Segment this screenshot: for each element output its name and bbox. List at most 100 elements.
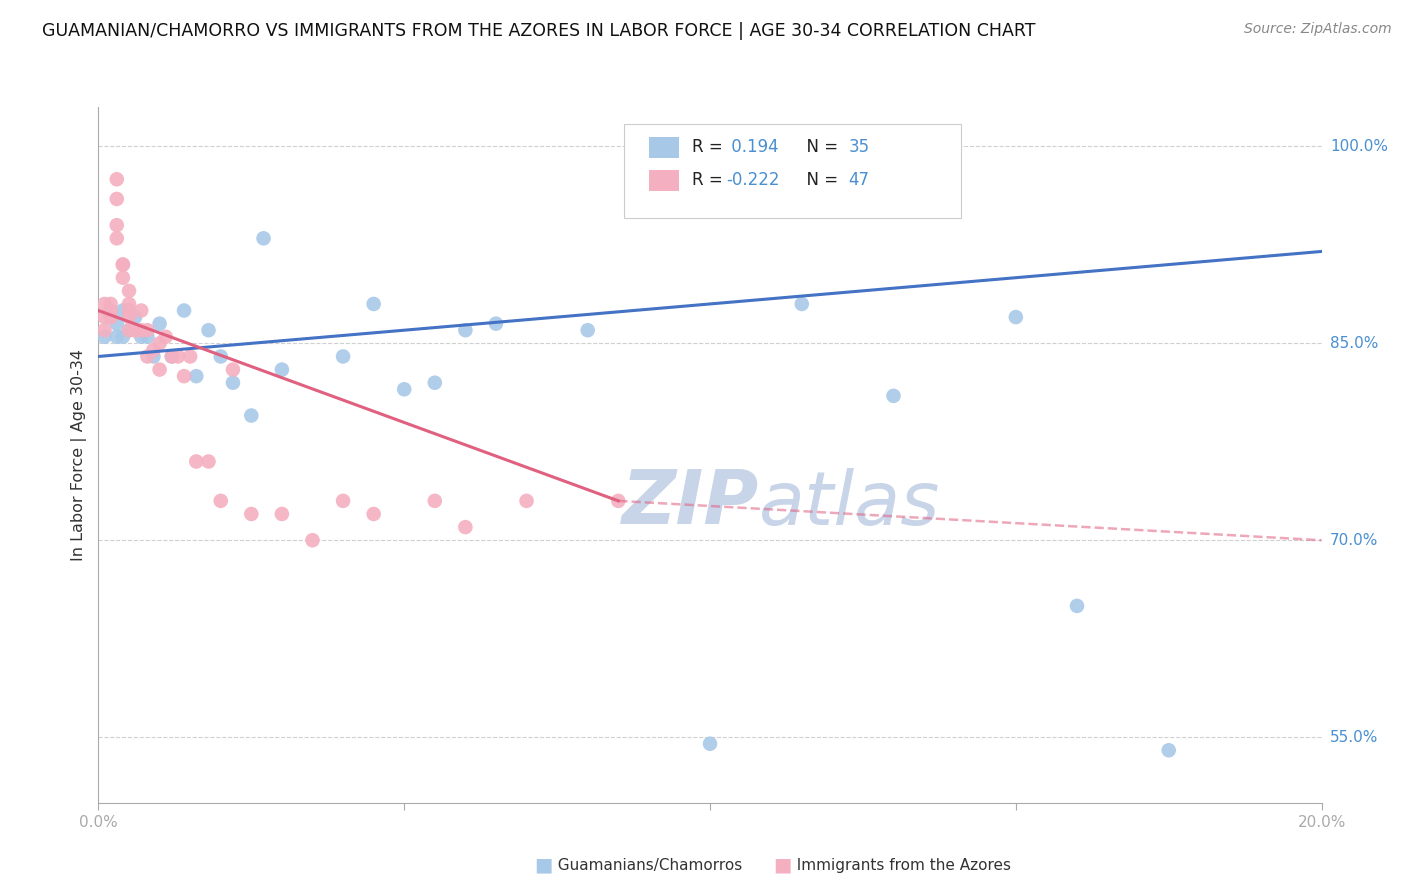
Point [111, 258, 134, 272]
Point [118, 303, 141, 318]
Point [1157, 743, 1180, 757]
Point [111, 270, 134, 285]
Point [136, 323, 159, 337]
Point [160, 350, 183, 364]
Point [1004, 310, 1026, 324]
Text: 0.194: 0.194 [725, 138, 779, 156]
Point [105, 218, 128, 232]
Point [883, 389, 905, 403]
Point [392, 382, 416, 396]
Point [100, 303, 122, 318]
Point [118, 284, 141, 298]
Point [111, 258, 134, 272]
Point [142, 350, 165, 364]
FancyBboxPatch shape [624, 124, 960, 219]
Point [105, 192, 128, 206]
Text: N =: N = [796, 138, 844, 156]
Point [100, 310, 122, 324]
Point [105, 172, 128, 186]
Point [485, 317, 508, 331]
Point [124, 310, 146, 324]
Point [332, 494, 354, 508]
Point [118, 310, 141, 324]
Point [149, 362, 172, 376]
Point [240, 409, 263, 423]
Text: 70.0%: 70.0% [1330, 533, 1378, 548]
Text: 55.0%: 55.0% [1330, 730, 1378, 745]
Point [136, 330, 159, 344]
Point [240, 507, 263, 521]
Point [136, 350, 159, 364]
Point [118, 323, 141, 337]
Point [699, 737, 721, 751]
Text: 35: 35 [848, 138, 869, 156]
Point [105, 231, 128, 245]
Point [160, 350, 183, 364]
Point [100, 310, 122, 324]
Text: -0.222: -0.222 [725, 171, 779, 189]
Point [332, 350, 354, 364]
Text: Immigrants from the Azores: Immigrants from the Azores [787, 858, 1011, 872]
Point [516, 494, 538, 508]
Point [173, 369, 195, 384]
Point [1066, 599, 1088, 613]
Point [607, 494, 630, 508]
Point [142, 343, 165, 357]
Point [270, 507, 292, 521]
Point [173, 303, 195, 318]
Point [93, 310, 115, 324]
Text: R =: R = [692, 138, 728, 156]
Point [93, 323, 115, 337]
Text: ■: ■ [534, 855, 553, 875]
Point [118, 303, 141, 318]
FancyBboxPatch shape [648, 137, 679, 158]
Point [124, 323, 146, 337]
FancyBboxPatch shape [648, 169, 679, 191]
Point [209, 350, 232, 364]
Text: R =: R = [692, 171, 728, 189]
Text: ■: ■ [773, 855, 792, 875]
Text: N =: N = [796, 171, 844, 189]
Point [454, 323, 477, 337]
Text: atlas: atlas [759, 467, 941, 540]
Point [93, 297, 115, 311]
Point [576, 323, 599, 337]
Point [129, 330, 152, 344]
Text: Guamanians/Chamorros: Guamanians/Chamorros [548, 858, 742, 872]
Point [124, 323, 146, 337]
Point [423, 376, 446, 390]
Point [222, 376, 245, 390]
Point [197, 454, 219, 468]
Point [186, 369, 208, 384]
Point [111, 303, 134, 318]
Point [179, 350, 201, 364]
Point [252, 231, 274, 245]
Point [209, 494, 232, 508]
Point [167, 350, 190, 364]
Point [454, 520, 477, 534]
Text: 100.0%: 100.0% [1330, 139, 1388, 154]
Point [118, 297, 141, 311]
Text: 47: 47 [848, 171, 869, 189]
Point [363, 297, 385, 311]
Point [105, 317, 128, 331]
Text: ZIP: ZIP [621, 467, 759, 541]
Y-axis label: In Labor Force | Age 30-34: In Labor Force | Age 30-34 [72, 349, 87, 561]
Point [363, 507, 385, 521]
Point [129, 303, 152, 318]
Point [129, 323, 152, 337]
Point [105, 330, 128, 344]
Point [118, 323, 141, 337]
Point [197, 323, 219, 337]
Point [93, 330, 115, 344]
Point [100, 310, 122, 324]
Point [423, 494, 446, 508]
Point [149, 336, 172, 351]
Point [100, 297, 122, 311]
Text: Source: ZipAtlas.com: Source: ZipAtlas.com [1244, 22, 1392, 37]
Point [301, 533, 323, 548]
Point [124, 323, 146, 337]
Point [186, 454, 208, 468]
Point [149, 317, 172, 331]
Point [111, 330, 134, 344]
